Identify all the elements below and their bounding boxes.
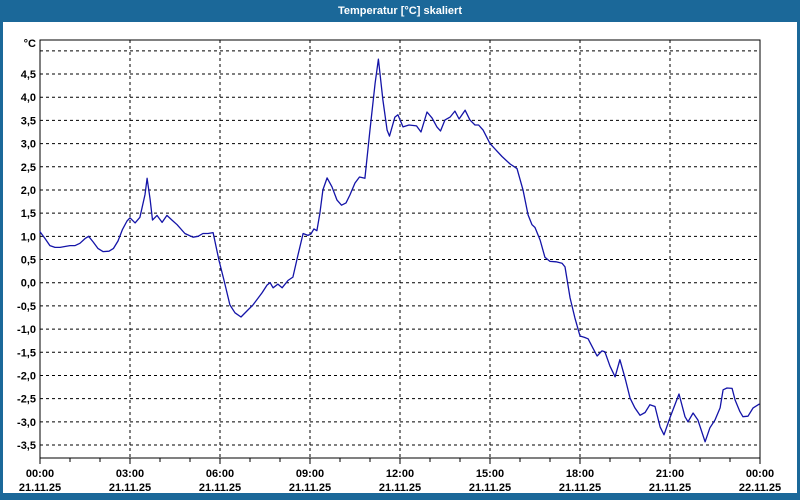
window-border-left bbox=[0, 22, 3, 500]
y-tick-label: -2,0 bbox=[17, 370, 36, 382]
y-tick-label: -1,0 bbox=[17, 324, 36, 336]
y-tick-label: 0,0 bbox=[21, 278, 36, 290]
temperature-chart: °C 4,5 4,0 3,5 3,0 2,5 2,0 1,5 1,0 0,5 0,0 -0,5 -1,0… bbox=[3, 22, 797, 493]
x-tick-date-label: 21.11.25 bbox=[19, 482, 61, 493]
x-tick-time-label: 00:00 bbox=[26, 468, 54, 480]
window-title: Temperatur [°C] skaliert bbox=[337, 5, 462, 17]
y-tick-label: -1,5 bbox=[17, 347, 36, 359]
x-tick-date-label: 21.11.25 bbox=[109, 482, 151, 493]
x-tick-time-label: 00:00 bbox=[746, 468, 774, 480]
y-tick-label: 1,0 bbox=[21, 231, 36, 243]
x-tick-time-label: 18:00 bbox=[566, 468, 594, 480]
x-tick-time-label: 15:00 bbox=[476, 468, 504, 480]
y-tick-label: 2,5 bbox=[21, 162, 36, 174]
y-axis-unit-label: °C bbox=[24, 38, 36, 50]
y-tick-label: 0,5 bbox=[21, 255, 36, 267]
x-tick-time-label: 21:00 bbox=[656, 468, 684, 480]
window-titlebar: Temperatur [°C] skaliert bbox=[0, 0, 800, 22]
temperature-line bbox=[39, 58, 760, 443]
window-border-bottom bbox=[0, 493, 800, 500]
y-tick-label: 3,5 bbox=[21, 115, 36, 127]
y-tick-label: 4,0 bbox=[21, 92, 36, 104]
y-tick-label: -0,5 bbox=[17, 301, 36, 313]
y-tick-label: -2,5 bbox=[17, 394, 36, 406]
y-tick-label: -3,5 bbox=[17, 440, 36, 452]
x-tick-time-label: 06:00 bbox=[206, 468, 234, 480]
x-tick-time-label: 09:00 bbox=[296, 468, 324, 480]
x-tick-date-label: 21.11.25 bbox=[379, 482, 421, 493]
chart-svg: °C 4,5 4,0 3,5 3,0 2,5 2,0 1,5 1,0 0,5 0,0 -0,5 -1,0… bbox=[17, 38, 781, 493]
window-border-right bbox=[797, 22, 800, 500]
x-tick-date-label: 21.11.25 bbox=[649, 482, 691, 493]
x-tick-date-label: 22.11.25 bbox=[739, 482, 781, 493]
x-tick-time-label: 12:00 bbox=[386, 468, 414, 480]
x-tick-date-label: 21.11.25 bbox=[559, 482, 601, 493]
y-tick-label: 1,5 bbox=[21, 208, 36, 220]
y-tick-label: 2,0 bbox=[21, 185, 36, 197]
x-tick-date-label: 21.11.25 bbox=[289, 482, 331, 493]
y-tick-label: -3,0 bbox=[17, 417, 36, 429]
x-tick-date-label: 21.11.25 bbox=[199, 482, 241, 493]
x-tick-time-label: 03:00 bbox=[116, 468, 144, 480]
x-tick-date-label: 21.11.25 bbox=[469, 482, 511, 493]
y-tick-label: 4,5 bbox=[21, 69, 36, 81]
y-tick-label: 3,0 bbox=[21, 139, 36, 151]
